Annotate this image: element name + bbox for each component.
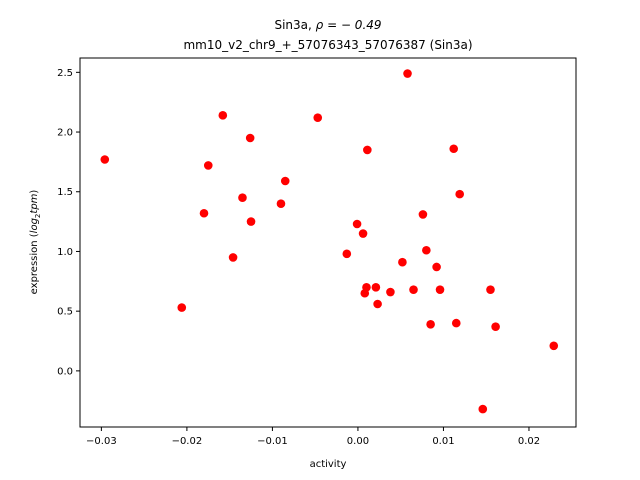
x-axis-ticks: −0.03 −0.02 −0.01 0.00 0.01 0.02 [86,427,540,447]
data-point-32 [478,404,488,414]
data-point-7 [245,133,255,143]
data-point-24 [418,210,428,219]
x-axis-label: activity [310,459,347,470]
data-point-2 [199,208,209,218]
data-point-26 [426,320,435,329]
data-point-28 [435,285,445,294]
data-point-17 [363,145,372,155]
x-tick-label-2: −0.01 [257,436,288,447]
data-point-27 [432,262,441,272]
x-tick-label-4: 0.01 [432,436,454,447]
data-point-6 [238,193,247,203]
data-point-3 [203,161,213,170]
data-point-22 [403,69,412,78]
y-tick-label-0: 0.0 [57,366,73,377]
plot-frame [79,57,577,428]
data-point-21 [398,257,407,267]
data-point-29 [449,144,459,154]
y-tick-label-4: 2.0 [57,128,73,139]
x-tick-label-1: −0.02 [172,436,203,447]
data-point-23 [409,285,418,294]
data-point-9 [276,199,286,208]
x-tick-label-0: −0.03 [86,436,117,447]
y-tick-label-3: 1.5 [57,187,73,198]
data-point-5 [228,253,238,262]
data-point-13 [352,219,362,229]
data-point-12 [342,249,352,259]
data-point-14 [358,229,368,238]
y-axis-ticks: 0.0 0.5 1.0 1.5 2.0 2.5 [57,68,80,377]
data-point-0 [100,155,110,164]
data-point-25 [422,245,431,255]
chart-title-line1: Sin3a, ρ = − 0.49 [274,18,381,32]
data-point-18 [371,282,381,292]
y-tick-label-2: 1.0 [57,247,73,258]
data-point-33 [486,285,495,294]
data-point-16 [362,282,371,292]
data-point-31 [455,189,464,199]
data-point-4 [218,111,228,120]
data-point-11 [313,113,323,123]
x-tick-label-5: 0.02 [518,436,540,447]
data-point-10 [280,176,290,186]
chart-title-line2: mm10_v2_chr9_+_57076343_57076387 (Sin3a) [183,38,472,52]
y-tick-label-1: 0.5 [57,307,73,318]
data-point-20 [386,287,395,297]
y-axis-label: expression (log2tpm) [29,190,42,295]
data-point-34 [491,322,500,331]
data-point-19 [373,299,382,309]
plot-area [100,69,559,414]
data-point-35 [549,341,559,351]
data-point-1 [177,303,187,312]
data-point-8 [246,217,256,226]
x-tick-label-3: 0.00 [347,436,369,447]
y-tick-label-5: 2.5 [57,68,73,79]
data-point-30 [451,318,461,328]
